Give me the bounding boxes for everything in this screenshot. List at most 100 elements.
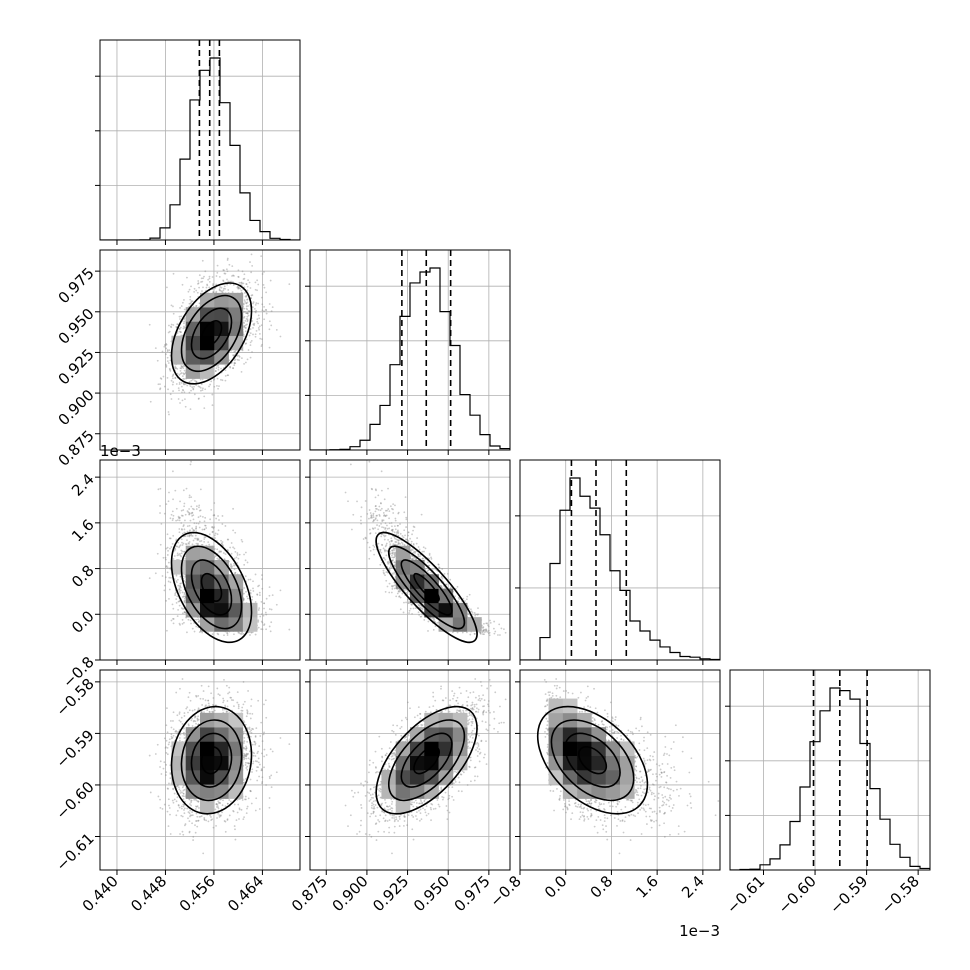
sample-point (216, 365, 218, 367)
sample-point (201, 387, 204, 390)
sample-point (254, 311, 257, 314)
sample-point (180, 382, 183, 384)
sample-point (169, 325, 172, 328)
sample-point (183, 621, 185, 624)
sample-point (183, 611, 186, 614)
sample-point (229, 546, 232, 549)
sample-point (162, 375, 165, 378)
sample-point (233, 362, 236, 365)
sample-point (197, 522, 200, 525)
sample-point (193, 393, 196, 396)
sample-point (249, 592, 252, 595)
sample-point (181, 528, 183, 531)
sample-point (178, 519, 181, 522)
sample-point (257, 327, 260, 329)
sample-point (247, 305, 249, 307)
sample-point (188, 541, 191, 543)
sample-point (182, 524, 185, 526)
sample-point (198, 619, 201, 622)
sample-point (167, 580, 170, 583)
sample-point (261, 587, 264, 590)
sample-point (172, 390, 174, 392)
sample-point (236, 285, 239, 288)
sample-point (180, 315, 183, 318)
sample-point (245, 305, 248, 308)
sample-point (257, 322, 259, 325)
sample-point (190, 300, 193, 303)
sample-point (178, 600, 181, 603)
sample-point (204, 388, 207, 391)
sample-point (252, 302, 254, 305)
sample-point (199, 488, 202, 491)
sample-point (201, 528, 204, 531)
sample-point (183, 608, 185, 610)
sample-point (176, 323, 179, 326)
sample-point (197, 280, 200, 282)
sample-point (172, 517, 174, 520)
sample-point (188, 302, 191, 305)
sample-point (157, 488, 160, 491)
sample-point (230, 280, 233, 283)
sample-point (213, 526, 216, 528)
sample-point (242, 632, 245, 635)
sample-point (172, 617, 174, 620)
sample-point (238, 553, 241, 556)
sample-point (166, 286, 168, 289)
sample-point (197, 516, 200, 519)
sample-point (211, 633, 214, 636)
sample-point (254, 304, 257, 306)
sample-point (166, 546, 169, 549)
sample-point (178, 383, 181, 386)
sample-point (175, 581, 178, 584)
sample-point (183, 597, 186, 600)
sample-point (197, 542, 199, 545)
sample-point (260, 620, 263, 623)
sample-point (227, 538, 230, 541)
sample-point (219, 551, 222, 553)
density-cell (185, 335, 201, 351)
sample-point (251, 351, 253, 353)
sample-point (200, 540, 203, 542)
sample-point (179, 554, 182, 557)
sample-point (186, 535, 189, 537)
sample-point (257, 283, 260, 286)
sample-point (161, 575, 164, 577)
sample-point (221, 291, 224, 294)
sample-point (226, 538, 229, 541)
sample-point (167, 331, 170, 334)
sample-point (168, 576, 171, 579)
sample-point (222, 280, 225, 283)
sample-point (175, 366, 177, 369)
sample-point (218, 550, 221, 553)
sample-point (196, 291, 199, 294)
sample-point (260, 324, 263, 327)
sample-point (156, 359, 159, 362)
sample-point (180, 365, 183, 367)
sample-point (218, 519, 220, 521)
sample-point (209, 518, 212, 521)
sample-point (203, 520, 206, 523)
sample-point (166, 356, 169, 359)
sample-point (219, 286, 221, 288)
sample-point (204, 524, 207, 527)
sample-point (243, 563, 246, 566)
sample-point (245, 302, 248, 305)
sample-point (203, 538, 206, 540)
contour-level-2 (180, 294, 243, 373)
sample-point (192, 529, 195, 531)
sample-point (234, 350, 237, 353)
sample-point (168, 537, 171, 540)
sample-point (214, 555, 217, 557)
sample-point (253, 322, 256, 325)
sample-point (229, 565, 232, 568)
sample-point (245, 295, 248, 298)
sample-point (233, 364, 236, 367)
sample-point (182, 372, 185, 375)
sample-point (215, 275, 218, 277)
sample-point (270, 310, 273, 313)
sample-point (181, 596, 184, 598)
sample-point (257, 302, 260, 305)
sample-point (181, 550, 184, 553)
sample-point (170, 513, 173, 516)
